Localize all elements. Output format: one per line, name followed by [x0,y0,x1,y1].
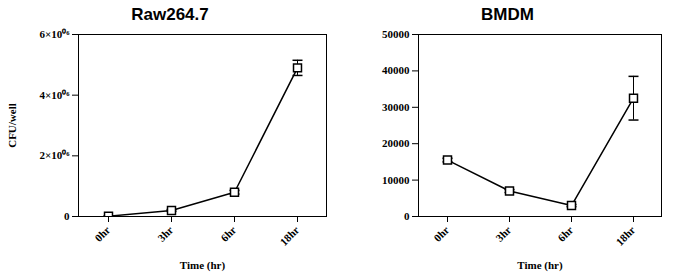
svg-text:0: 0 [404,210,410,222]
svg-text:6hr: 6hr [555,224,575,244]
svg-text:18hr: 18hr [277,224,301,248]
svg-text:30000: 30000 [382,101,410,113]
svg-text:4×10⁰⁶: 4×10⁰⁶ [39,89,70,101]
svg-text:10000: 10000 [382,174,410,186]
svg-text:0hr: 0hr [431,224,451,244]
svg-text:Time (hr): Time (hr) [517,259,563,272]
html-text:Raw264.7: Raw264.7 [131,5,209,24]
svg-text:40000: 40000 [382,64,410,76]
svg-text:3hr: 3hr [155,224,175,244]
svg-text:0: 0 [64,210,70,222]
svg-text:3hr: 3hr [493,224,513,244]
svg-text:CFU/well: CFU/well [6,103,18,148]
svg-text:6hr: 6hr [218,224,238,244]
svg-text:Time (hr): Time (hr) [180,259,226,272]
html-text:BMDM: BMDM [481,5,534,24]
svg-text:0hr: 0hr [92,224,112,244]
svg-text:20000: 20000 [382,137,410,149]
svg-text:18hr: 18hr [613,224,637,248]
svg-text:50000: 50000 [382,28,410,40]
svg-text:2×10⁰⁶: 2×10⁰⁶ [39,149,70,161]
svg-text:6×10⁰⁶: 6×10⁰⁶ [39,28,70,40]
